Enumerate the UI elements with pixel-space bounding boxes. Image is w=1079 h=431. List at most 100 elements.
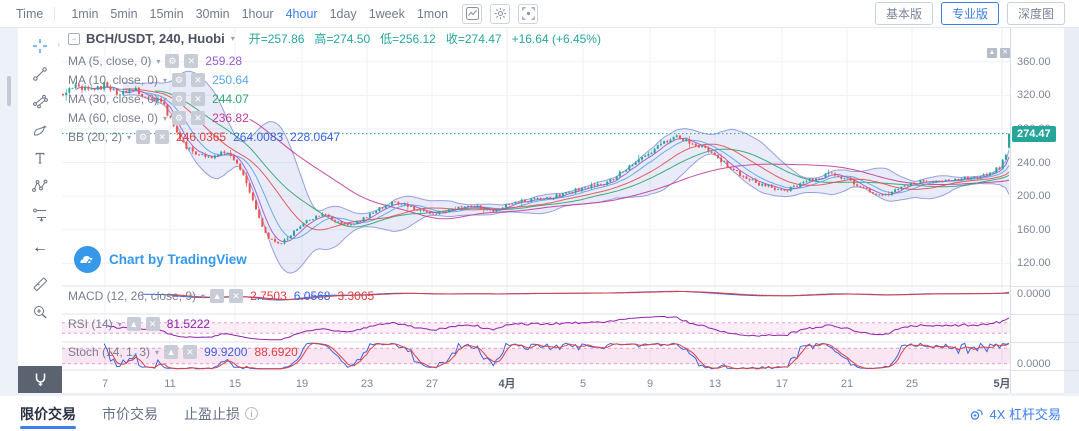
svg-text:17: 17 xyxy=(776,378,788,390)
indicator-settings-icon[interactable]: ⚙ xyxy=(136,130,151,144)
indicator-settings-icon[interactable]: ⚙ xyxy=(165,54,180,68)
svg-text:11: 11 xyxy=(164,378,175,390)
overlay-legend-4: BB (20, 2) ▾ ⚙ ✕ 246.0365 264.0083 228.0647 xyxy=(68,130,340,144)
indicator-close-icon[interactable]: ✕ xyxy=(191,111,206,125)
indicator-value-0: 244.07 xyxy=(212,92,249,106)
chart-area: 7 11 15 19 23 27 4月 5 9 13 17 21 25 5月 − BCH/USDT, 24… xyxy=(62,28,1010,393)
indicator-dropdown-caret-icon[interactable]: ▾ xyxy=(201,291,206,301)
symbol-title[interactable]: BCH/USDT, 240, Huobi xyxy=(86,31,225,46)
pane-up-icon[interactable]: ▲ xyxy=(210,289,225,303)
crosshair-tool[interactable]: › xyxy=(26,32,60,60)
pitchfork-tool[interactable] xyxy=(26,88,54,116)
interval-1day[interactable]: 1day xyxy=(329,6,357,21)
section-divider xyxy=(0,393,1079,396)
pane-up-icon[interactable]: ▲ xyxy=(164,345,179,359)
view-button-1[interactable]: 专业版 xyxy=(940,2,999,25)
snapshot-camera-icon[interactable] xyxy=(518,3,539,24)
view-button-2[interactable]: 深度图 xyxy=(1006,2,1065,25)
indicator-icon[interactable] xyxy=(462,3,483,24)
trend-line-tool[interactable] xyxy=(26,60,54,88)
pane-legend-0: MACD (12, 26, close, 9) ▾ ▲ ✕ 2.7503 6.0568 3.… xyxy=(68,289,374,303)
toolbar-expand-chevron-icon[interactable]: › xyxy=(57,40,60,49)
time-menu[interactable]: Time xyxy=(16,6,44,21)
svg-text:25: 25 xyxy=(906,378,918,390)
tab-2[interactable]: 止盈止损 i xyxy=(184,396,258,431)
leverage-link[interactable]: 4X 杠杆交易 xyxy=(970,404,1061,423)
price-tick: 320.00 xyxy=(1017,89,1051,102)
overlay-legend-1: MA (10, close, 0) ▾ ⚙ ✕ 250.64 xyxy=(68,73,249,87)
text-tool[interactable] xyxy=(26,144,54,172)
indicator-value-2: 228.0647 xyxy=(290,130,341,144)
indicator-dropdown-caret-icon[interactable]: ▾ xyxy=(155,347,160,357)
settings-gear-icon[interactable] xyxy=(490,3,511,24)
leverage-coins-icon xyxy=(971,409,984,420)
info-icon[interactable]: i xyxy=(245,407,258,420)
toolbar-icon-buttons xyxy=(454,3,539,24)
tab-0[interactable]: 限价交易 xyxy=(20,396,76,431)
svg-text:21: 21 xyxy=(841,378,853,390)
interval-5min[interactable]: 5min xyxy=(110,6,138,21)
zoom-in-tool[interactable] xyxy=(26,298,54,326)
indicator-value-0: 236.82 xyxy=(212,111,249,125)
tab-1[interactable]: 市价交易 xyxy=(102,405,158,422)
indicator-settings-icon[interactable]: ⚙ xyxy=(172,92,187,106)
arrow-left-icon[interactable]: ← xyxy=(32,239,48,256)
indicator-dropdown-caret-icon[interactable]: ▾ xyxy=(163,94,168,104)
axis-separator xyxy=(1011,342,1064,343)
pane-close-icon[interactable]: ✕ xyxy=(1000,48,1010,58)
chart-canvas[interactable]: 7 11 15 19 23 27 4月 5 9 13 17 21 25 5月 xyxy=(62,28,1010,393)
price-axis[interactable]: 360.00320.00280.00240.00200.00160.00120.… xyxy=(1010,28,1064,393)
symbol-dropdown-caret-icon[interactable]: ▾ xyxy=(230,34,235,43)
svg-text:19: 19 xyxy=(296,378,308,390)
ruler-tool[interactable] xyxy=(26,270,54,298)
interval-1hour[interactable]: 1hour xyxy=(241,6,274,21)
indicator-close-icon[interactable]: ✕ xyxy=(229,289,244,303)
interval-15min[interactable]: 15min xyxy=(149,6,184,21)
indicator-close-icon[interactable]: ✕ xyxy=(191,92,206,106)
long-position-tool[interactable] xyxy=(26,200,54,228)
interval-1min[interactable]: 1min xyxy=(71,6,99,21)
left-scrollbar[interactable] xyxy=(7,76,11,106)
pane-up-icon[interactable]: ▲ xyxy=(126,317,141,331)
indicator-value-0: 250.64 xyxy=(212,73,249,87)
indicator-dropdown-caret-icon[interactable]: ▾ xyxy=(117,319,122,329)
indicator-close-icon[interactable]: ✕ xyxy=(184,54,199,68)
xabcd-pattern-tool[interactable] xyxy=(26,172,54,200)
attribution-text: Chart by TradingView xyxy=(109,252,247,267)
indicator-settings-icon[interactable]: ⚙ xyxy=(172,73,187,87)
legend-collapse-icon[interactable]: − xyxy=(68,32,80,45)
interval-30min[interactable]: 30min xyxy=(195,6,230,21)
tradingview-attribution[interactable]: Chart by TradingView xyxy=(74,246,247,273)
interval-4hour[interactable]: 4hour xyxy=(285,6,318,21)
page-right-gutter xyxy=(1064,28,1079,393)
price-tick: 360.00 xyxy=(1017,55,1051,68)
indicator-dropdown-caret-icon[interactable]: ▾ xyxy=(127,132,132,142)
pane-up-icon[interactable]: ▲ xyxy=(987,48,997,58)
chart-toolbar: Time 1min 5min 15min 30min 1hour 4hour 1day 1we… xyxy=(0,0,1079,28)
macd-zero-label: 0.0000 xyxy=(1017,288,1051,300)
magnet-tool[interactable] xyxy=(18,366,62,393)
ohlc-2: 低=256.12 xyxy=(380,32,436,46)
view-mode-buttons: 基本版 专业版 深度图 xyxy=(874,2,1065,25)
indicator-close-icon[interactable]: ✕ xyxy=(183,345,198,359)
indicator-dropdown-caret-icon[interactable]: ▾ xyxy=(163,113,168,123)
price-tick: 160.00 xyxy=(1017,223,1051,236)
indicator-close-icon[interactable]: ✕ xyxy=(191,73,206,87)
interval-1week[interactable]: 1week xyxy=(368,6,405,21)
indicator-settings-icon[interactable]: ⚙ xyxy=(172,111,187,125)
price-tick: 200.00 xyxy=(1017,190,1051,203)
indicator-close-icon[interactable]: ✕ xyxy=(155,130,170,144)
brush-tool[interactable] xyxy=(26,116,54,144)
tradingview-logo-icon xyxy=(74,246,101,273)
indicator-label: Stoch (14, 1, 3) xyxy=(68,345,151,359)
indicator-dropdown-caret-icon[interactable]: ▾ xyxy=(163,75,168,85)
view-button-0[interactable]: 基本版 xyxy=(874,2,933,25)
indicator-close-icon[interactable]: ✕ xyxy=(145,317,160,331)
indicator-label: MA (30, close, 0) xyxy=(68,92,159,106)
indicator-label: MACD (12, 26, close, 9) xyxy=(68,289,197,303)
indicator-dropdown-caret-icon[interactable]: ▾ xyxy=(156,56,161,66)
interval-1mon[interactable]: 1mon xyxy=(416,6,449,21)
price-tick: 240.00 xyxy=(1017,156,1051,169)
rail-separator xyxy=(1064,286,1079,287)
